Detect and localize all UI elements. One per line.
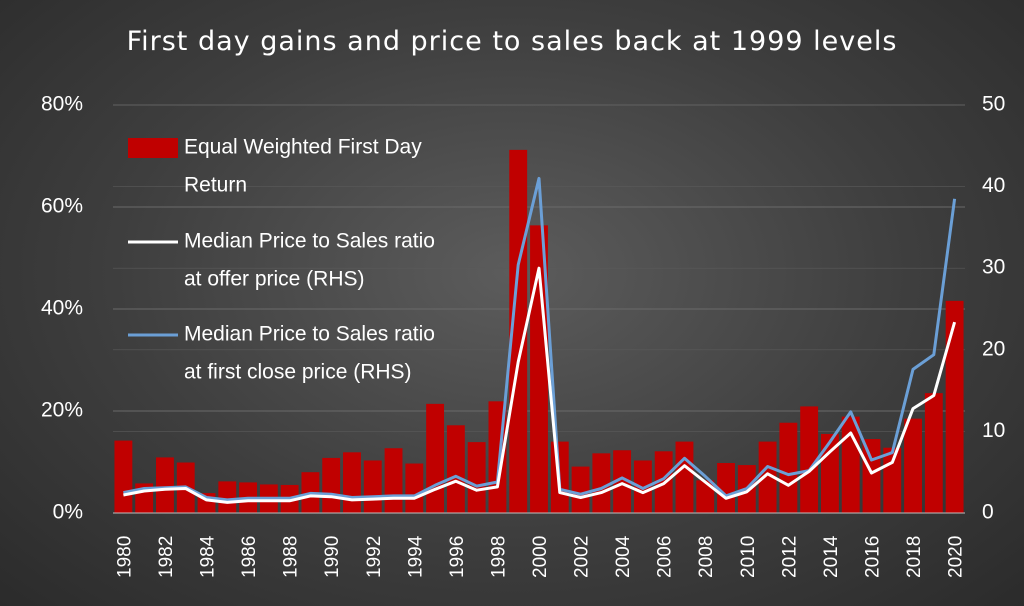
y-right-tick-label: 20 bbox=[982, 337, 1005, 360]
y-left-tick-label: 80% bbox=[41, 93, 83, 116]
x-tick-label: 2000 bbox=[530, 536, 551, 578]
x-tick-label: 2002 bbox=[572, 536, 593, 578]
y-right-tick-label: 10 bbox=[982, 419, 1005, 442]
legend-label: at first close price (RHS) bbox=[184, 361, 412, 384]
axes: 0% 20% 40% 60% 80% 0 10 20 30 40 50 1980 1982 1984 198… bbox=[41, 93, 1005, 578]
bar-2015 bbox=[841, 416, 860, 513]
x-tick-label: 2016 bbox=[862, 536, 883, 578]
chart-title: First day gains and price to sales back … bbox=[126, 26, 898, 57]
x-tick-label: 2004 bbox=[613, 535, 634, 578]
bar-1980 bbox=[114, 440, 133, 513]
bar-2004 bbox=[613, 450, 632, 513]
bar-2003 bbox=[592, 453, 611, 513]
bar-2002 bbox=[571, 466, 590, 513]
bar-2000 bbox=[530, 225, 548, 514]
bar-1993 bbox=[384, 448, 403, 513]
bar-1991 bbox=[343, 452, 361, 513]
bar-2016 bbox=[862, 439, 881, 513]
bar-2020 bbox=[945, 300, 964, 513]
x-tick-label: 2010 bbox=[738, 536, 759, 578]
x-tick-label: 1982 bbox=[156, 536, 177, 578]
x-tick-label: 1980 bbox=[114, 536, 135, 578]
y-right-tick-label: 30 bbox=[982, 256, 1005, 279]
x-tick-label: 2012 bbox=[779, 536, 800, 578]
bar-1995 bbox=[426, 403, 445, 513]
legend-label: Median Price to Sales ratio bbox=[184, 230, 435, 253]
x-tick-label: 1990 bbox=[322, 536, 343, 578]
legend-label: Equal Weighted First Day bbox=[184, 136, 422, 159]
bar-2017 bbox=[883, 447, 902, 513]
y-right-tick-label: 50 bbox=[982, 93, 1005, 116]
bar-2005 bbox=[633, 460, 652, 513]
legend-label: Return bbox=[184, 174, 247, 197]
bar-1990 bbox=[322, 457, 341, 513]
x-tick-label: 1984 bbox=[198, 535, 219, 578]
line-series bbox=[123, 176, 957, 504]
y-left-tick-label: 40% bbox=[41, 297, 83, 320]
y-left-tick-label: 0% bbox=[53, 501, 83, 524]
bar-2014 bbox=[820, 433, 839, 513]
x-tick-label: 1996 bbox=[447, 536, 468, 578]
x-tick-label: 1986 bbox=[239, 536, 260, 578]
x-tick-label: 2018 bbox=[904, 536, 925, 578]
bar-1996 bbox=[446, 425, 465, 513]
y-right-tick-label: 40 bbox=[982, 174, 1005, 197]
bar-1997 bbox=[467, 442, 486, 513]
bar-2009 bbox=[717, 463, 735, 513]
x-tick-label: 1992 bbox=[364, 536, 385, 578]
bar-2008 bbox=[696, 480, 715, 513]
bar-1982 bbox=[156, 457, 174, 513]
y-right-tick-label: 0 bbox=[982, 501, 994, 524]
y-left-tick-label: 60% bbox=[41, 195, 83, 218]
bar-1994 bbox=[405, 463, 424, 513]
x-tick-label: 2006 bbox=[655, 536, 676, 578]
line-first-close-ps bbox=[123, 176, 957, 502]
y-left-tick-label: 20% bbox=[41, 399, 83, 422]
legend-label: Median Price to Sales ratio bbox=[184, 323, 435, 346]
legend-label: at offer price (RHS) bbox=[184, 268, 365, 291]
bar-2007 bbox=[675, 441, 694, 513]
x-tick-label: 1988 bbox=[281, 536, 302, 578]
bar-2018 bbox=[904, 418, 922, 513]
line-offer-price-ps bbox=[123, 266, 957, 504]
bar-2011 bbox=[758, 441, 777, 513]
x-tick-label: 2020 bbox=[946, 536, 967, 578]
bar-1985 bbox=[218, 481, 237, 513]
legend: Equal Weighted First Day Return Median Pri… bbox=[128, 136, 435, 384]
x-tick-label: 2008 bbox=[696, 536, 717, 578]
x-tick-label: 1998 bbox=[488, 536, 509, 578]
bar-1992 bbox=[363, 460, 382, 513]
legend-swatch-bar bbox=[128, 138, 178, 158]
x-tick-label: 2014 bbox=[821, 535, 842, 578]
bar-2013 bbox=[800, 406, 819, 513]
x-tick-label: 1994 bbox=[405, 535, 426, 578]
bar-2012 bbox=[779, 422, 798, 513]
bar-2019 bbox=[924, 393, 943, 513]
